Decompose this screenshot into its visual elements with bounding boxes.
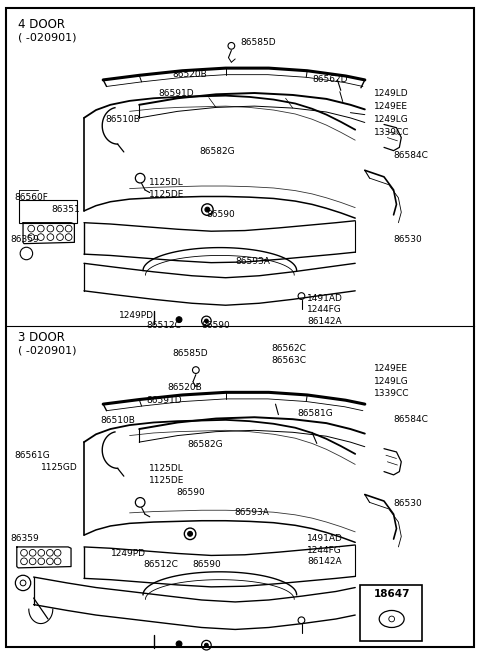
Text: 1491AD: 1491AD [307, 534, 343, 543]
Ellipse shape [379, 610, 404, 627]
Text: 1249EE: 1249EE [374, 102, 408, 111]
Text: 86520B: 86520B [167, 383, 202, 392]
Text: ( -020901): ( -020901) [18, 32, 77, 43]
Ellipse shape [135, 498, 145, 507]
Text: 1249LD: 1249LD [374, 88, 409, 98]
Ellipse shape [38, 558, 45, 565]
Text: 1491AD: 1491AD [307, 293, 343, 303]
Text: 86585D: 86585D [240, 38, 276, 47]
Text: 86530: 86530 [394, 234, 422, 244]
Ellipse shape [54, 550, 61, 556]
Ellipse shape [176, 641, 182, 646]
Text: 86593A: 86593A [235, 257, 270, 267]
Ellipse shape [389, 616, 395, 622]
Ellipse shape [37, 234, 44, 240]
Text: 1339CC: 1339CC [374, 128, 410, 137]
Text: 86562D: 86562D [312, 75, 348, 84]
Ellipse shape [29, 558, 36, 565]
Ellipse shape [204, 319, 208, 323]
Ellipse shape [188, 531, 192, 536]
Text: 4 DOOR: 4 DOOR [18, 18, 65, 31]
Ellipse shape [176, 317, 182, 322]
Text: 86142A: 86142A [307, 557, 342, 567]
Text: 1339CC: 1339CC [374, 389, 410, 398]
Text: 86520B: 86520B [173, 69, 207, 79]
Text: ( -020901): ( -020901) [18, 345, 77, 356]
Ellipse shape [202, 204, 213, 215]
Text: 86510B: 86510B [106, 115, 141, 124]
Text: 1249EE: 1249EE [374, 364, 408, 373]
Ellipse shape [65, 234, 72, 240]
Ellipse shape [29, 550, 36, 556]
Text: 86142A: 86142A [307, 317, 342, 326]
Text: 86590: 86590 [202, 321, 230, 330]
Text: 1244FG: 1244FG [307, 546, 342, 555]
Ellipse shape [28, 225, 35, 232]
Text: 1125DE: 1125DE [149, 190, 184, 199]
Text: 1125DE: 1125DE [149, 476, 184, 485]
Ellipse shape [57, 234, 63, 240]
Text: 1249PD: 1249PD [119, 311, 154, 320]
Ellipse shape [28, 234, 35, 240]
Ellipse shape [205, 207, 210, 212]
Text: 1249LG: 1249LG [374, 377, 409, 386]
Bar [360, 585, 422, 641]
Ellipse shape [135, 174, 145, 183]
Text: 3 DOOR: 3 DOOR [18, 331, 65, 345]
Text: 1125GD: 1125GD [41, 462, 78, 472]
Text: 1125DL: 1125DL [149, 464, 183, 473]
Text: 86590: 86590 [206, 210, 235, 219]
Bar [19, 200, 77, 223]
Ellipse shape [21, 558, 27, 565]
Text: 86590: 86590 [192, 560, 221, 569]
Ellipse shape [20, 247, 33, 260]
Text: 86581G: 86581G [298, 409, 333, 419]
Text: 1244FG: 1244FG [307, 305, 342, 314]
Ellipse shape [47, 550, 53, 556]
Ellipse shape [37, 225, 44, 232]
Ellipse shape [38, 550, 45, 556]
Text: 86585D: 86585D [173, 349, 208, 358]
Text: 86359: 86359 [11, 534, 39, 543]
Text: 86512C: 86512C [143, 560, 178, 569]
Ellipse shape [47, 234, 54, 240]
Ellipse shape [15, 575, 31, 591]
Text: 86590: 86590 [177, 488, 205, 497]
Text: 18647: 18647 [373, 589, 410, 599]
Ellipse shape [228, 43, 235, 49]
Text: 86560F: 86560F [14, 193, 48, 202]
Ellipse shape [21, 550, 27, 556]
Text: 1125DL: 1125DL [149, 178, 183, 187]
Text: 86591D: 86591D [158, 88, 194, 98]
Ellipse shape [202, 316, 211, 326]
Text: 86591D: 86591D [146, 396, 182, 405]
Ellipse shape [65, 225, 72, 232]
Ellipse shape [54, 558, 61, 565]
Ellipse shape [57, 225, 63, 232]
Ellipse shape [298, 617, 305, 624]
Ellipse shape [184, 528, 196, 540]
Text: 86561G: 86561G [14, 451, 50, 460]
Text: 86584C: 86584C [394, 415, 429, 424]
Ellipse shape [47, 558, 53, 565]
Text: 86563C: 86563C [271, 356, 306, 365]
Ellipse shape [202, 641, 211, 650]
Text: 86582G: 86582G [199, 147, 235, 157]
Ellipse shape [204, 643, 208, 647]
Text: 1249LG: 1249LG [374, 115, 409, 124]
Text: 86593A: 86593A [234, 508, 269, 517]
Ellipse shape [20, 580, 26, 586]
Text: 86530: 86530 [394, 498, 422, 508]
Text: 86512C: 86512C [146, 321, 181, 330]
Ellipse shape [47, 225, 54, 232]
Text: 86351: 86351 [52, 205, 81, 214]
Text: 86584C: 86584C [394, 151, 429, 160]
Text: 1249PD: 1249PD [111, 549, 146, 558]
Text: 86510B: 86510B [101, 416, 136, 425]
Ellipse shape [298, 293, 305, 299]
Text: 86582G: 86582G [187, 440, 223, 449]
Text: 86359: 86359 [11, 234, 39, 244]
Text: 86562C: 86562C [271, 344, 306, 353]
Ellipse shape [192, 367, 199, 373]
